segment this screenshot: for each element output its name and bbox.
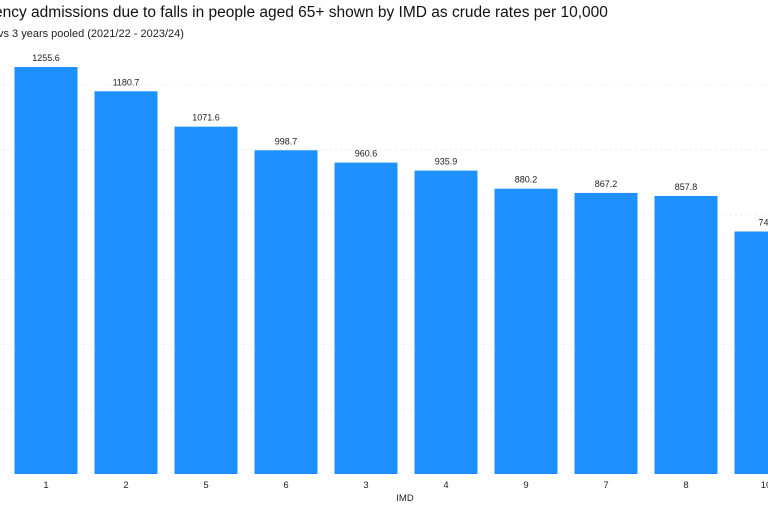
- value-label: 1255.6: [32, 53, 60, 63]
- x-tick-label: 1: [43, 480, 48, 491]
- value-label: 867.2: [595, 179, 618, 189]
- value-label: 998.7: [275, 136, 298, 146]
- x-tick-label: 9: [523, 480, 528, 491]
- value-label: 748: [758, 218, 768, 228]
- x-tick-label: 4: [443, 480, 448, 491]
- bar-imd-10[interactable]: [734, 231, 768, 474]
- gridlines: [0, 84, 768, 410]
- x-tick-label: 7: [603, 480, 608, 491]
- x-tick-label: 6: [283, 480, 288, 491]
- x-tick-label: 8: [683, 480, 688, 491]
- chart-subtitle: vs 3 years pooled (2021/22 - 2023/24): [0, 28, 184, 40]
- x-tick-label: 10: [761, 480, 768, 491]
- bar-imd-5[interactable]: [174, 126, 238, 475]
- value-label: 960.6: [355, 149, 378, 159]
- bar-imd-4[interactable]: [414, 170, 478, 474]
- bar-imd-2[interactable]: [94, 91, 158, 474]
- chart-title: ency admissions due to falls in people a…: [0, 4, 608, 21]
- bar-imd-8[interactable]: [654, 195, 718, 475]
- x-tick-label: 2: [123, 480, 128, 491]
- bar-imd-9[interactable]: [494, 188, 558, 474]
- value-label: 1180.7: [113, 77, 140, 87]
- bar-imd-6[interactable]: [254, 150, 318, 475]
- bar-imd-7[interactable]: [574, 192, 638, 474]
- bar-imd-1[interactable]: [14, 67, 78, 474]
- x-axis-title: IMD: [396, 493, 414, 504]
- bar-imd-3[interactable]: [334, 162, 398, 475]
- value-label: 857.8: [675, 182, 698, 192]
- value-label: 880.2: [515, 175, 538, 185]
- value-label: 1071.6: [192, 113, 220, 123]
- value-label: 935.9: [435, 157, 458, 167]
- x-tick-label: 5: [203, 480, 208, 491]
- x-tick-label: 3: [363, 480, 368, 491]
